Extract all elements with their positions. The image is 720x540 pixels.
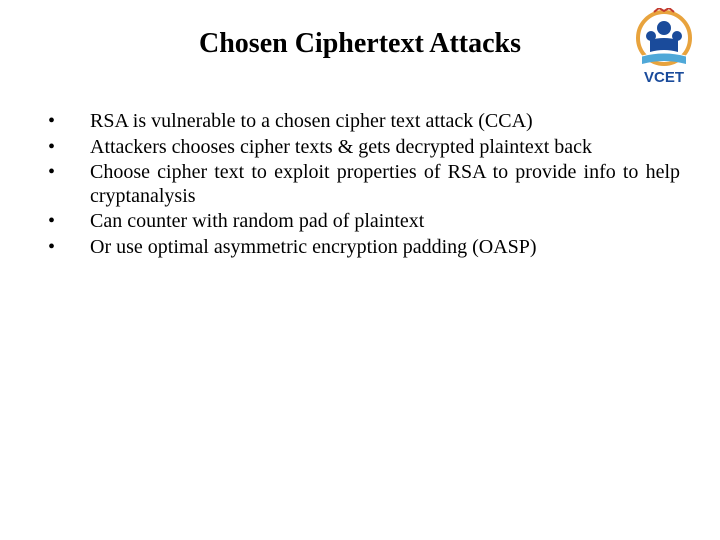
bullet-text: Can counter with random pad of plaintext: [90, 210, 680, 234]
bullet-list: • RSA is vulnerable to a chosen cipher t…: [0, 60, 720, 260]
bullet-text: Attackers chooses cipher texts & gets de…: [90, 136, 680, 160]
vcet-logo: VCET: [624, 8, 704, 88]
list-item: • Choose cipher text to exploit properti…: [40, 161, 680, 208]
bullet-marker: •: [40, 210, 90, 233]
slide-title: Chosen Ciphertext Attacks: [0, 0, 720, 60]
bullet-text: Choose cipher text to exploit properties…: [90, 161, 680, 208]
bullet-marker: •: [40, 136, 90, 159]
bullet-text: Or use optimal asymmetric encryption pad…: [90, 236, 680, 260]
bullet-marker: •: [40, 236, 90, 259]
list-item: • Attackers chooses cipher texts & gets …: [40, 136, 680, 160]
list-item: • RSA is vulnerable to a chosen cipher t…: [40, 110, 680, 134]
bullet-marker: •: [40, 161, 90, 184]
list-item: • Or use optimal asymmetric encryption p…: [40, 236, 680, 260]
list-item: • Can counter with random pad of plainte…: [40, 210, 680, 234]
bullet-marker: •: [40, 110, 90, 133]
logo-label: VCET: [644, 69, 684, 86]
bullet-text: RSA is vulnerable to a chosen cipher tex…: [90, 110, 680, 134]
